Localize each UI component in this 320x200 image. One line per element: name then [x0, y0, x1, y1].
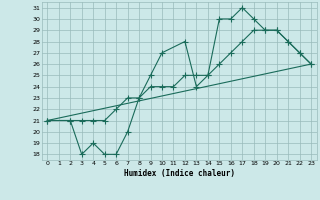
X-axis label: Humidex (Indice chaleur): Humidex (Indice chaleur) [124, 169, 235, 178]
